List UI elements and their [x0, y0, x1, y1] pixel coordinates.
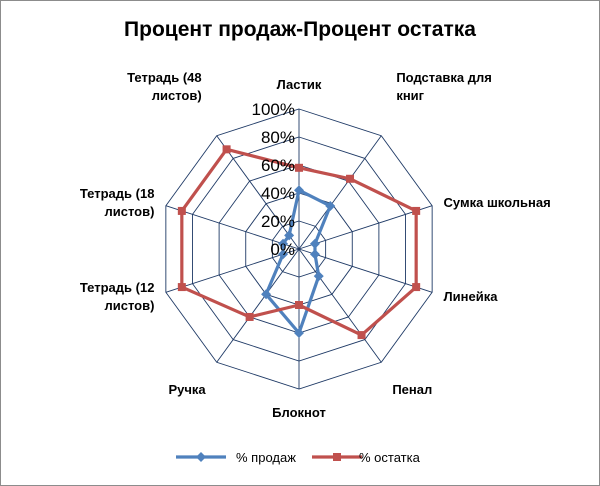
category-label-line: книг — [396, 88, 424, 103]
series-0-point-3 — [309, 249, 320, 260]
series-1-point-6 — [245, 312, 254, 321]
category-label-line: Подставка для — [396, 70, 491, 85]
category-label-line: Линейка — [444, 289, 499, 304]
series-1-point-0 — [295, 163, 303, 172]
series-1-point-8 — [177, 206, 186, 215]
category-label-1: Подставка для книг — [396, 70, 491, 103]
category-label-7: Тетрадь (12 листов) — [80, 280, 155, 313]
radar-grid — [165, 108, 433, 390]
radial-axis-7 — [165, 248, 300, 293]
series-1-point-3 — [412, 283, 421, 292]
series-0-point-8 — [278, 238, 289, 249]
tick-label: 40% — [261, 184, 295, 203]
radial-axis-4 — [298, 248, 382, 363]
category-label-line: Пенал — [392, 382, 432, 397]
legend-marker-1 — [333, 453, 341, 461]
series-0-point-9 — [284, 230, 295, 241]
category-label-line: Тетрадь (48 — [127, 70, 202, 85]
tick-label: 80% — [261, 128, 295, 147]
series-1-point-9 — [222, 145, 231, 154]
chart-title: Процент продаж-Процент остатка — [124, 18, 476, 41]
category-label-line: Тетрадь (18 — [80, 186, 155, 201]
category-label-9: Тетрадь (48 листов) — [127, 70, 202, 103]
series-1-point-2 — [412, 206, 421, 215]
category-label-4: Пенал — [392, 382, 432, 397]
radial-axis-2 — [298, 205, 433, 250]
category-label-5: Блокнот — [272, 405, 326, 420]
category-label-line: Сумка школьная — [444, 195, 551, 210]
category-label-line: Ластик — [277, 77, 322, 92]
radial-axis-9 — [216, 135, 300, 250]
radar-tick-labels: 0% 20% 40% 60% 80% 100% — [252, 100, 295, 259]
category-label-8: Тетрадь (18 листов) — [80, 186, 155, 219]
tick-label: 0% — [270, 240, 295, 259]
category-label-line: листов) — [152, 88, 202, 103]
radar-category-labels: Ластик Подставка для книг Сумка школьная Лин… — [80, 70, 551, 420]
category-label-line: Ручка — [168, 382, 206, 397]
radar-series — [177, 145, 421, 340]
series-0-point-1 — [325, 200, 336, 211]
legend: % продаж % остатка — [176, 450, 421, 465]
series-0-point-5 — [294, 328, 304, 338]
category-label-3: Линейка — [444, 289, 499, 304]
series-0-point-2 — [309, 238, 320, 249]
tick-label: 20% — [261, 212, 295, 231]
series-1-point-1 — [346, 174, 355, 183]
series-0-point-4 — [313, 271, 324, 282]
category-label-line: Блокнот — [272, 405, 326, 420]
category-label-6: Ручка — [168, 382, 206, 397]
category-label-line: листов) — [105, 204, 155, 219]
radial-axis-1 — [298, 135, 382, 250]
tick-label: 100% — [252, 100, 295, 119]
radial-axis-8 — [165, 205, 300, 250]
series-1-point-5 — [295, 301, 303, 309]
tick-label: 60% — [261, 156, 295, 175]
category-label-line: листов) — [105, 298, 155, 313]
series-0-point-0 — [294, 185, 304, 196]
series-0-point-7 — [278, 249, 289, 260]
legend-marker-0 — [196, 452, 206, 462]
legend-label-0: % продаж — [236, 450, 296, 465]
category-label-line: Тетрадь (12 — [80, 280, 155, 295]
legend-label-1: % остатка — [359, 450, 421, 465]
series-1-point-4 — [357, 331, 366, 340]
series-1-point-7 — [177, 283, 186, 292]
category-label-2: Сумка школьная — [444, 195, 551, 210]
category-label-0: Ластик — [277, 77, 322, 92]
radial-axis-6 — [216, 248, 300, 363]
radial-axis-3 — [298, 248, 433, 293]
series-0-point-6 — [261, 289, 272, 300]
